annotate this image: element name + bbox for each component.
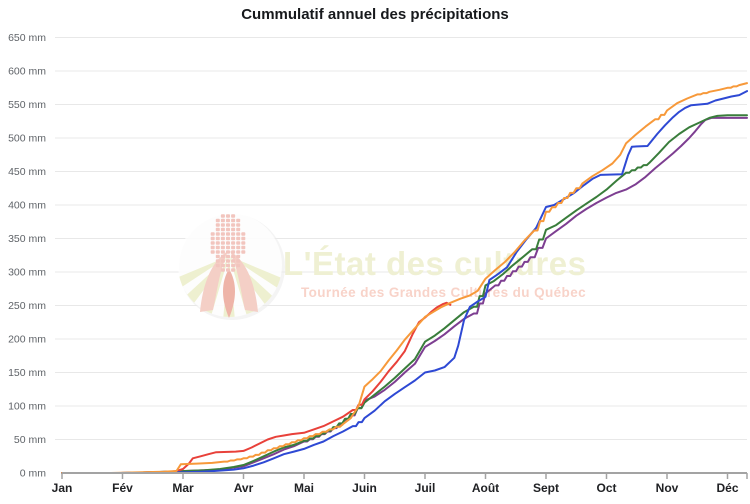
y-label-500: 500 mm	[8, 133, 46, 145]
x-label-Avr: Avr	[234, 481, 254, 495]
y-label-250: 250 mm	[8, 300, 46, 312]
watermark: L'État des cultures Tournée des Grandes …	[178, 213, 586, 320]
x-label-Mar: Mar	[172, 481, 194, 495]
field-stripe-0	[178, 256, 229, 298]
y-label-650: 650 mm	[8, 32, 46, 44]
watermark-subtitle: Tournée des Grandes Cultures du Québec	[301, 285, 586, 300]
chart-title: Cummulatif annuel des précipitations	[241, 6, 509, 23]
x-label-Août: Août	[472, 481, 499, 495]
x-label-Jan: Jan	[52, 481, 73, 495]
x-label-Juil: Juil	[415, 481, 436, 495]
x-label-Fév: Fév	[112, 481, 133, 495]
x-label-Oct: Oct	[596, 481, 616, 495]
axes: Jan Fév Mar Avr Mai Juin Juil Août Sept Oct Nov Déc…	[8, 32, 748, 495]
watermark-title: L'État des cultures	[283, 245, 586, 282]
y-label-150: 150 mm	[8, 367, 46, 379]
x-label-Mai: Mai	[294, 481, 314, 495]
y-label-350: 350 mm	[8, 233, 46, 245]
y-label-100: 100 mm	[8, 401, 46, 413]
x-label-Nov: Nov	[656, 481, 679, 495]
series-line-série-verte	[61, 114, 748, 474]
x-label-Déc: Déc	[716, 481, 738, 495]
x-label-Sept: Sept	[533, 481, 559, 495]
series-line-série-orange	[61, 82, 748, 474]
y-label-550: 550 mm	[8, 99, 46, 111]
y-label-200: 200 mm	[8, 334, 46, 346]
y-label-600: 600 mm	[8, 66, 46, 78]
x-label-Juin: Juin	[352, 481, 377, 495]
series-lines	[61, 82, 748, 474]
y-label-400: 400 mm	[8, 200, 46, 212]
series-line-série-rouge	[61, 301, 452, 474]
series-line-série-bleue	[61, 90, 748, 474]
y-label-300: 300 mm	[8, 267, 46, 279]
y-label-50: 50 mm	[14, 434, 46, 446]
y-label-0: 0 mm	[20, 468, 47, 480]
corn-cob-icon	[210, 214, 246, 272]
gridlines	[55, 37, 747, 440]
y-label-450: 450 mm	[8, 166, 46, 178]
